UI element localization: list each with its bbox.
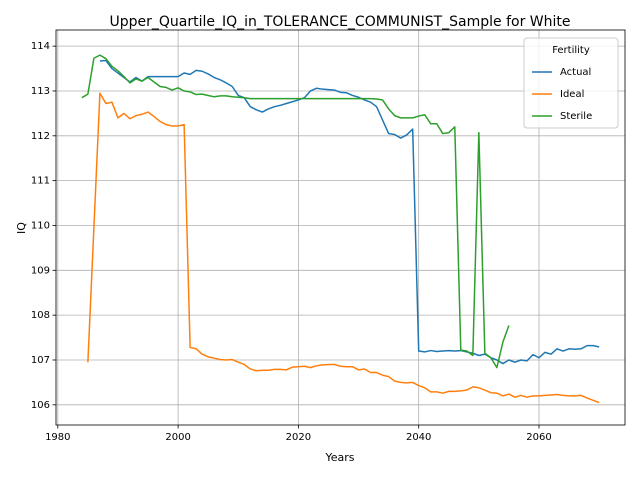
- legend-box: [523, 37, 619, 129]
- data-line: [81, 54, 510, 369]
- y-tick-label: 112: [31, 131, 50, 142]
- legend: Fertility Actual Ideal Sterile: [523, 37, 619, 129]
- x-tick-label: 2000: [165, 432, 190, 443]
- legend-label: Actual: [560, 67, 591, 78]
- y-tick-label: 110: [31, 220, 50, 231]
- x-tick-label: 1980: [45, 432, 70, 443]
- plot-frame: [55, 29, 626, 426]
- legend-title: Fertility: [552, 45, 590, 56]
- y-axis-label: IQ: [15, 222, 28, 234]
- data-line: [99, 59, 600, 365]
- plot-lines: [81, 54, 600, 404]
- y-tick-label: 106: [31, 400, 50, 411]
- y-tick-label: 108: [31, 310, 50, 321]
- y-tick-label: 113: [31, 86, 50, 97]
- grid: [56, 30, 625, 425]
- y-tick-label: 107: [31, 355, 50, 366]
- x-tick-label: 2040: [406, 432, 431, 443]
- legend-label: Sterile: [560, 111, 592, 122]
- y-tick-label: 114: [31, 41, 50, 52]
- y-tick-label: 109: [31, 265, 50, 276]
- legend-label: Ideal: [560, 89, 584, 100]
- axes: 1980 2000 2020 2040 2060 106 107 108 109 110 111 11…: [31, 41, 552, 443]
- x-tick-label: 2060: [526, 432, 551, 443]
- y-tick-label: 111: [31, 176, 50, 187]
- chart-title: Upper_Quartile_IQ_in_TOLERANCE_COMMUNIST…: [109, 14, 570, 30]
- x-axis-label: Years: [324, 451, 354, 464]
- x-tick-label: 2020: [286, 432, 311, 443]
- data-line: [87, 92, 600, 404]
